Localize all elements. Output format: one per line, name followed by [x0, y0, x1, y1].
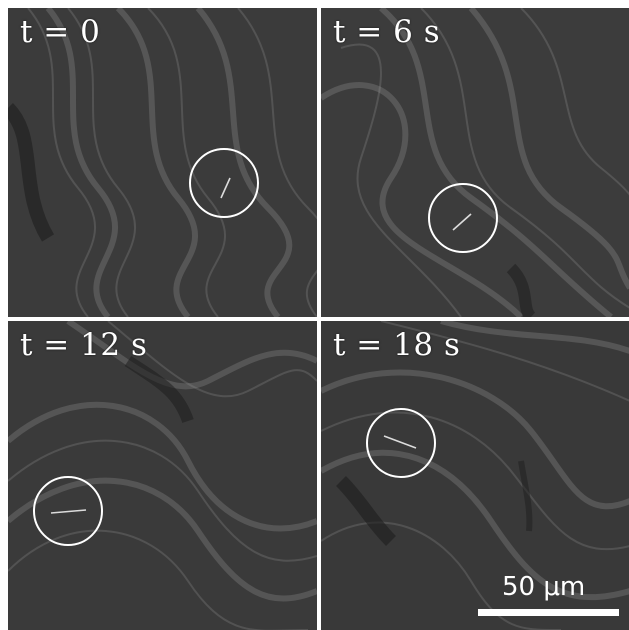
panel-t18: t = 18 s: [321, 321, 629, 630]
scale-bar: [478, 609, 619, 616]
highlight-circle: [33, 476, 103, 546]
highlight-circle: [366, 408, 436, 478]
fiber-texture: [8, 321, 317, 630]
time-label: t = 0: [20, 14, 101, 50]
highlight-circle: [428, 183, 498, 253]
fiber-texture: [321, 8, 629, 317]
scale-bar-label: 50 μm: [502, 572, 586, 602]
fiber-texture: [321, 321, 629, 630]
highlight-circle: [189, 148, 259, 218]
panel-t6: t = 6 s: [321, 8, 629, 317]
panel-t12: t = 12 s: [8, 321, 317, 630]
time-label: t = 6 s: [333, 14, 441, 50]
fiber-texture: [8, 8, 317, 317]
time-label: t = 12 s: [20, 327, 148, 363]
time-label: t = 18 s: [333, 327, 461, 363]
panel-t0: t = 0: [8, 8, 317, 317]
